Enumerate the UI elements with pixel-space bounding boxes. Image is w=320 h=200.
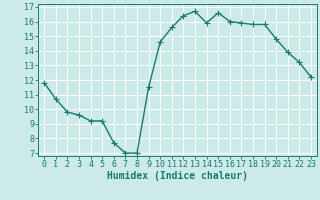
X-axis label: Humidex (Indice chaleur): Humidex (Indice chaleur) — [107, 171, 248, 181]
